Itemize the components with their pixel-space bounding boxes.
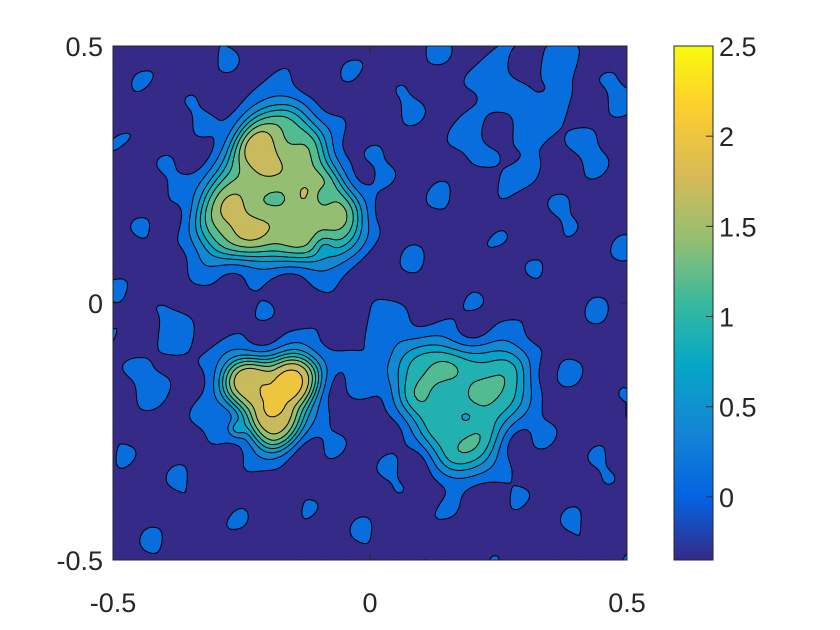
colorbar-gradient (674, 46, 713, 560)
contour-line (188, 95, 532, 479)
colorbar-tick-label: 0.5 (719, 393, 757, 423)
colorbar-frame (673, 45, 714, 561)
x-tick-label: 0.5 (608, 588, 646, 618)
x-tick-label: 0 (362, 588, 377, 618)
colorbar-tick-label: 1 (719, 303, 734, 333)
contour-line (204, 115, 506, 454)
contour-line (220, 131, 310, 435)
contour-fills (113, 46, 627, 560)
contour-line (195, 104, 525, 471)
x-axis: -0.5 0 0.5 (90, 46, 646, 618)
colorbar-tick-label: 1.5 (719, 212, 757, 242)
colorbar-tick-label: 0 (719, 483, 734, 513)
contour-map (113, 46, 627, 560)
y-tick-label: 0 (88, 289, 103, 319)
colorbar-tick-label: 2 (719, 122, 734, 152)
contour-lines (113, 46, 627, 560)
y-axis: 0.5 0 -0.5 (56, 32, 627, 576)
y-tick-label: 0.5 (65, 32, 103, 62)
x-tick-label: -0.5 (90, 588, 137, 618)
colorbar-tick-label: 2.5 (719, 32, 757, 62)
colorbar: 2.5 2 1.5 1 0.5 0 (673, 32, 757, 561)
colorbar-ticks: 2.5 2 1.5 1 0.5 0 (706, 32, 757, 513)
contour-line (210, 123, 348, 441)
contour-line (259, 369, 303, 418)
contour-line (199, 109, 518, 465)
plot-area (112, 45, 628, 561)
y-tick-label: -0.5 (56, 546, 103, 576)
